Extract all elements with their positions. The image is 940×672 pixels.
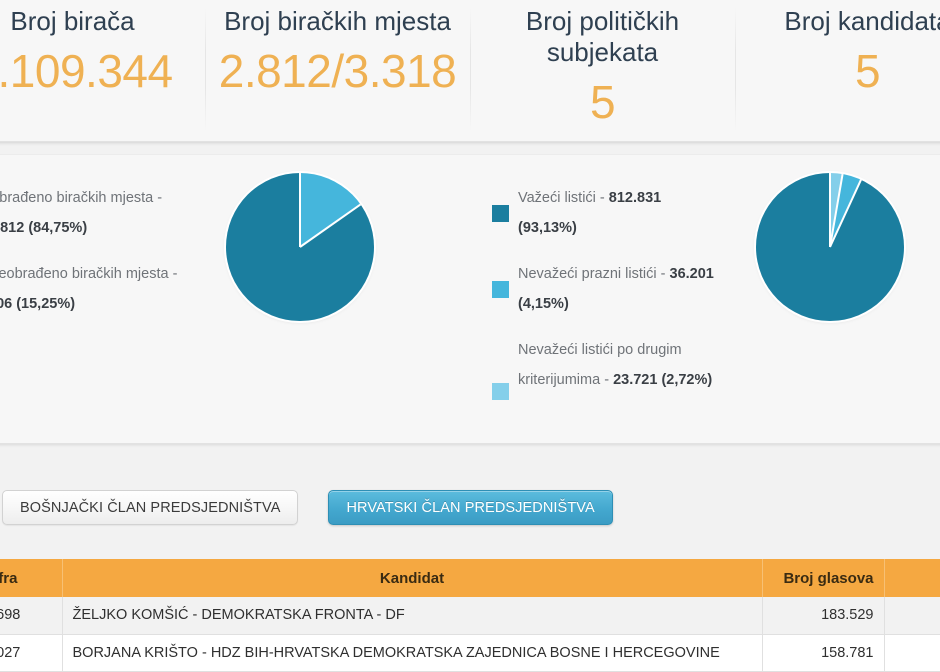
legend-item-unprocessed: Neobrađeno biračkih mjesta - 506 (15,25%…	[0, 259, 185, 319]
legend-swatch-valid-ballots	[492, 205, 509, 222]
legend-value-valid-ballots: 812.831 (93,13%)	[518, 190, 662, 236]
legend-label-other-invalid-ballots-text: Nevažeći listići po drugim kriterijumima…	[518, 342, 682, 388]
tab-bosniak-member[interactable]: BOŠNJAČKI ČLAN PREDSJEDNIŠTVA	[2, 489, 299, 525]
column-header-kandidat[interactable]: Kandidat	[62, 559, 763, 597]
legend-label-valid-ballots: Važeći listići - 812.831 (93,13%)	[518, 183, 715, 243]
stat-card-voters: Broj birača 2.109.344	[0, 0, 205, 141]
stat-title-political-subjects: Broj političkih subjekata	[525, 6, 680, 67]
cell-sifra: 11698	[0, 597, 63, 635]
cell-kandidat: ŽELJKO KOMŠIĆ - DEMOKRATSKA FRONTA - DF	[62, 597, 763, 635]
column-header-sifra[interactable]: Šifra	[0, 559, 63, 597]
cell-glasova: 158.781	[762, 634, 885, 672]
charts-panel: Obrađeno biračkih mjesta - 2.812 (84,75%…	[0, 154, 940, 444]
stat-value-political-subjects: 5	[589, 76, 616, 128]
chart-block-polling-stations: Obrađeno biračkih mjesta - 2.812 (84,75%…	[0, 155, 470, 445]
legend-swatch-other-invalid-ballots	[492, 383, 509, 400]
pie-chart-polling-stations	[226, 173, 374, 321]
pie-wrap-ballots	[715, 155, 940, 321]
stat-title-candidates: Broj kandidata	[784, 6, 940, 36]
pie-wrap-polling-stations	[185, 155, 415, 321]
legend-value-other-invalid-ballots: 23.721 (2,72%)	[613, 372, 713, 388]
stat-title-polling-stations: Broj biračkih mjesta	[224, 6, 451, 36]
legend-label-processed: Obrađeno biračkih mjesta - 2.812 (84,75%…	[0, 183, 185, 243]
legend-value-unprocessed: 506 (15,25%)	[0, 296, 76, 312]
column-header-glasova[interactable]: Broj glasova	[762, 559, 885, 597]
stat-value-voters: 2.109.344	[0, 45, 173, 97]
table-row[interactable]: 11698 ŽELJKO KOMŠIĆ - DEMOKRATSKA FRONTA…	[0, 597, 940, 635]
legend-label-blank-ballots: Nevažeći prazni listići - 36.201 (4,15%)	[518, 259, 715, 319]
stat-value-candidates: 5	[854, 45, 881, 97]
legend-swatch-blank-ballots	[492, 281, 509, 298]
cell-kandidat: BORJANA KRIŠTO - HDZ BIH-HRVATSKA DEMOKR…	[62, 634, 763, 672]
legend-item-other-invalid-ballots: Nevažeći listići po drugim kriterijumima…	[492, 335, 715, 400]
legend-label-unprocessed: Neobrađeno biračkih mjesta - 506 (15,25%…	[0, 259, 185, 319]
presidency-member-tabs: BOŠNJAČKI ČLAN PREDSJEDNIŠTVA HRVATSKI Č…	[0, 484, 940, 530]
stat-card-political-subjects: Broj političkih subjekata 5	[470, 0, 735, 141]
cell-glasova: 183.529	[762, 597, 885, 635]
stat-card-polling-stations: Broj biračkih mjesta 2.812/3.318	[205, 0, 470, 141]
results-table-head: Šifra Kandidat Broj glasova %	[0, 559, 940, 597]
chart-block-ballots: Važeći listići - 812.831 (93,13%) Nevaže…	[470, 155, 940, 445]
table-header-row: Šifra Kandidat Broj glasova %	[0, 559, 940, 597]
legend-label-valid-ballots-text: Važeći listići -	[518, 190, 609, 206]
tab-croat-member[interactable]: HRVATSKI ČLAN PREDSJEDNIŠTVA	[328, 489, 613, 525]
cell-sifra: 11027	[0, 634, 63, 672]
legend-item-valid-ballots: Važeći listići - 812.831 (93,13%)	[492, 183, 715, 243]
stat-title-voters: Broj birača	[10, 6, 135, 36]
legend-label-blank-ballots-text: Nevažeći prazni listići -	[518, 266, 670, 282]
cell-percent: 46,37	[884, 634, 940, 672]
column-header-percent[interactable]: %	[884, 559, 940, 597]
stat-card-candidates: Broj kandidata 5	[735, 0, 940, 141]
legend-ballots: Važeći listići - 812.831 (93,13%) Nevaže…	[470, 155, 715, 411]
legend-label-unprocessed-text: Neobrađeno biračkih mjesta -	[0, 266, 178, 282]
results-table: Šifra Kandidat Broj glasova % 11698 ŽELJ…	[0, 559, 940, 672]
legend-value-processed: 2.812 (84,75%)	[0, 220, 88, 236]
pie-chart-ballots	[756, 173, 904, 321]
legend-label-other-invalid-ballots: Nevažeći listići po drugim kriterijumima…	[518, 335, 715, 395]
legend-label-processed-text: Obrađeno biračkih mjesta -	[0, 190, 163, 206]
legend-polling-stations: Obrađeno biračkih mjesta - 2.812 (84,75%…	[0, 155, 185, 335]
summary-stats-panel: Broj birača 2.109.344 Broj biračkih mjes…	[0, 0, 940, 142]
results-table-body: 11698 ŽELJKO KOMŠIĆ - DEMOKRATSKA FRONTA…	[0, 597, 940, 672]
legend-item-processed: Obrađeno biračkih mjesta - 2.812 (84,75%…	[0, 183, 185, 243]
table-row[interactable]: 11027 BORJANA KRIŠTO - HDZ BIH-HRVATSKA …	[0, 634, 940, 672]
legend-item-blank-ballots: Nevažeći prazni listići - 36.201 (4,15%)	[492, 259, 715, 319]
stat-value-polling-stations: 2.812/3.318	[218, 45, 457, 97]
legend-value-blank-ballots: 36.201 (4,15%)	[518, 266, 714, 312]
cell-percent: 53,60	[884, 597, 940, 635]
